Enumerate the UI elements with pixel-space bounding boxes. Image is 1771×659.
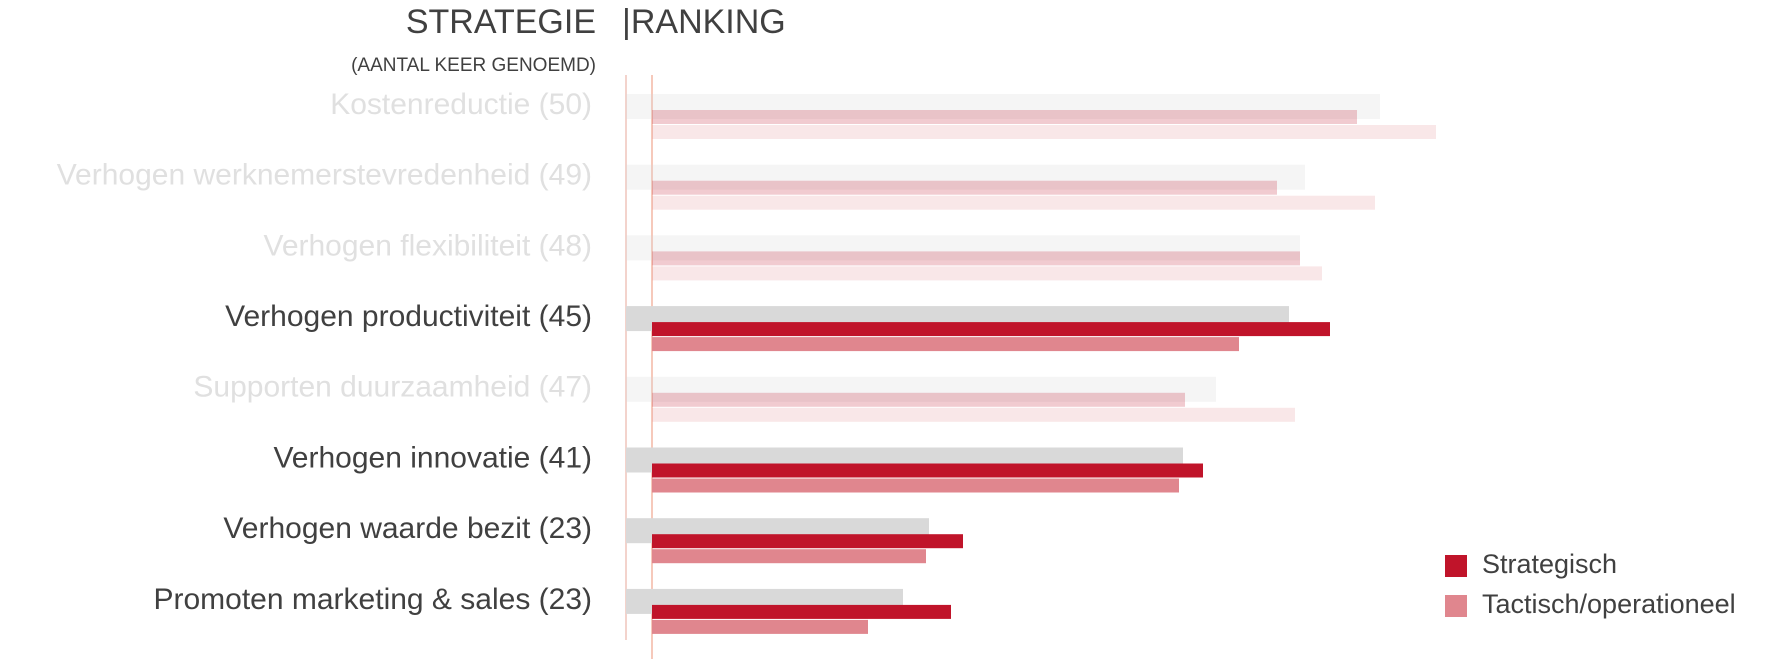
bar bbox=[652, 110, 1357, 124]
category-label: Verhogen innovatie (41) bbox=[273, 441, 592, 474]
legend-swatch bbox=[1445, 595, 1467, 617]
bar bbox=[652, 322, 1330, 337]
legend-label: Tactisch/operationeel bbox=[1482, 589, 1736, 619]
category-label: Verhogen flexibiliteit (48) bbox=[263, 229, 592, 262]
bar bbox=[652, 125, 1436, 139]
bar bbox=[652, 251, 1300, 266]
legend-swatch bbox=[1445, 555, 1467, 577]
bar bbox=[652, 534, 963, 549]
category-label: Verhogen werknemerstevredenheid (49) bbox=[57, 159, 592, 192]
bar bbox=[652, 407, 1295, 422]
legend-label: Strategisch bbox=[1482, 549, 1617, 579]
category-label: Verhogen productiviteit (45) bbox=[225, 300, 592, 333]
bar bbox=[652, 619, 868, 634]
bar bbox=[626, 235, 1300, 261]
bar bbox=[626, 376, 1216, 402]
bar bbox=[652, 549, 926, 564]
chart-title-right: |RANKING bbox=[622, 3, 786, 41]
bar bbox=[652, 604, 951, 619]
bar bbox=[652, 478, 1179, 493]
chart-title: STRATEGIE bbox=[406, 3, 596, 41]
category-label: Promoten marketing & sales (23) bbox=[153, 583, 592, 616]
category-label: Supporten duurzaamheid (47) bbox=[193, 371, 592, 404]
bar bbox=[652, 392, 1185, 407]
bar bbox=[652, 266, 1322, 281]
chart-subtitle: (AANTAL KEER GENOEMD) bbox=[351, 55, 596, 76]
category-label: Verhogen waarde bezit (23) bbox=[223, 512, 592, 545]
category-label: Kostenreductie (50) bbox=[330, 88, 592, 121]
bar bbox=[652, 463, 1203, 478]
bar bbox=[652, 180, 1277, 195]
bar bbox=[652, 337, 1239, 352]
bar bbox=[626, 164, 1305, 190]
bar bbox=[626, 94, 1380, 119]
bar bbox=[652, 195, 1375, 210]
